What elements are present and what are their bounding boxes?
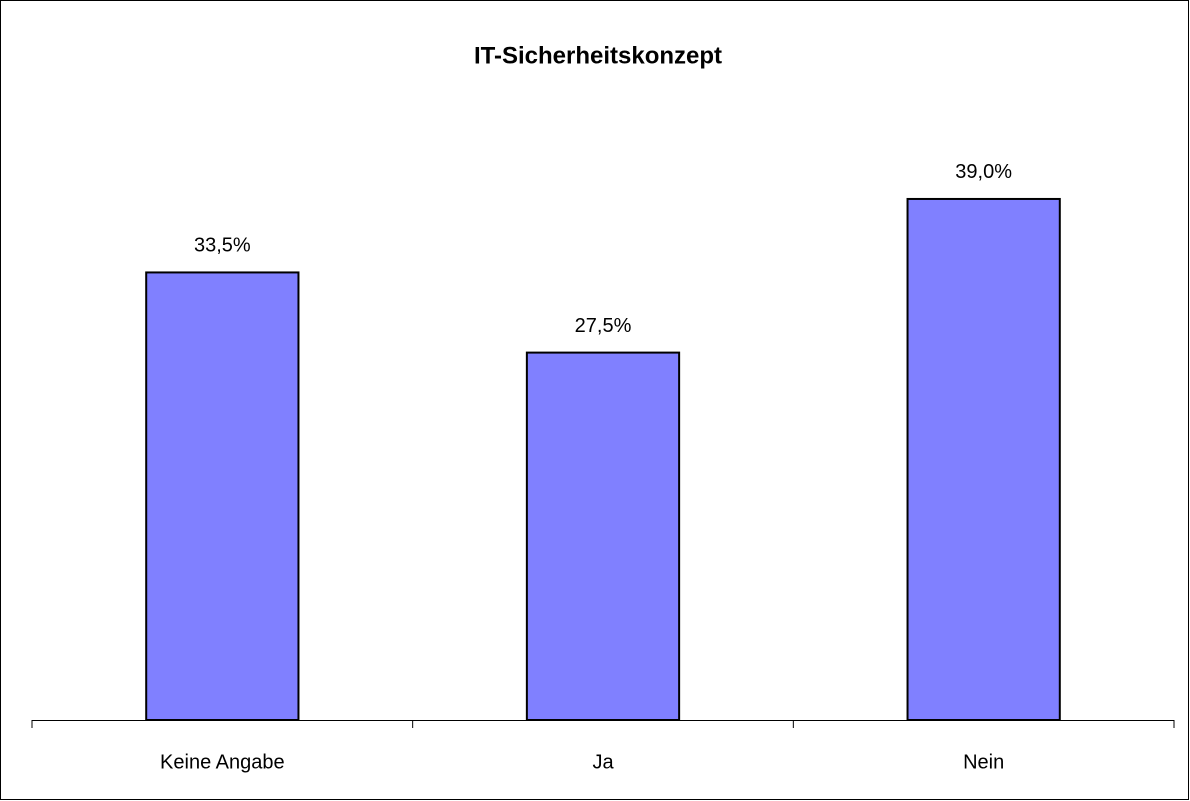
bar: [145, 271, 300, 721]
x-tick-label: Keine Angabe: [160, 751, 285, 773]
bar: [525, 351, 681, 721]
data-label: 33,5%: [194, 235, 251, 257]
x-tick-label: Nein: [963, 751, 1004, 773]
x-tick-label: Ja: [592, 751, 614, 773]
chart-title: IT-Sicherheitskonzept: [474, 42, 722, 69]
data-label: 39,0%: [955, 161, 1012, 183]
bar: [906, 197, 1061, 721]
data-label: 27,5%: [575, 315, 632, 337]
